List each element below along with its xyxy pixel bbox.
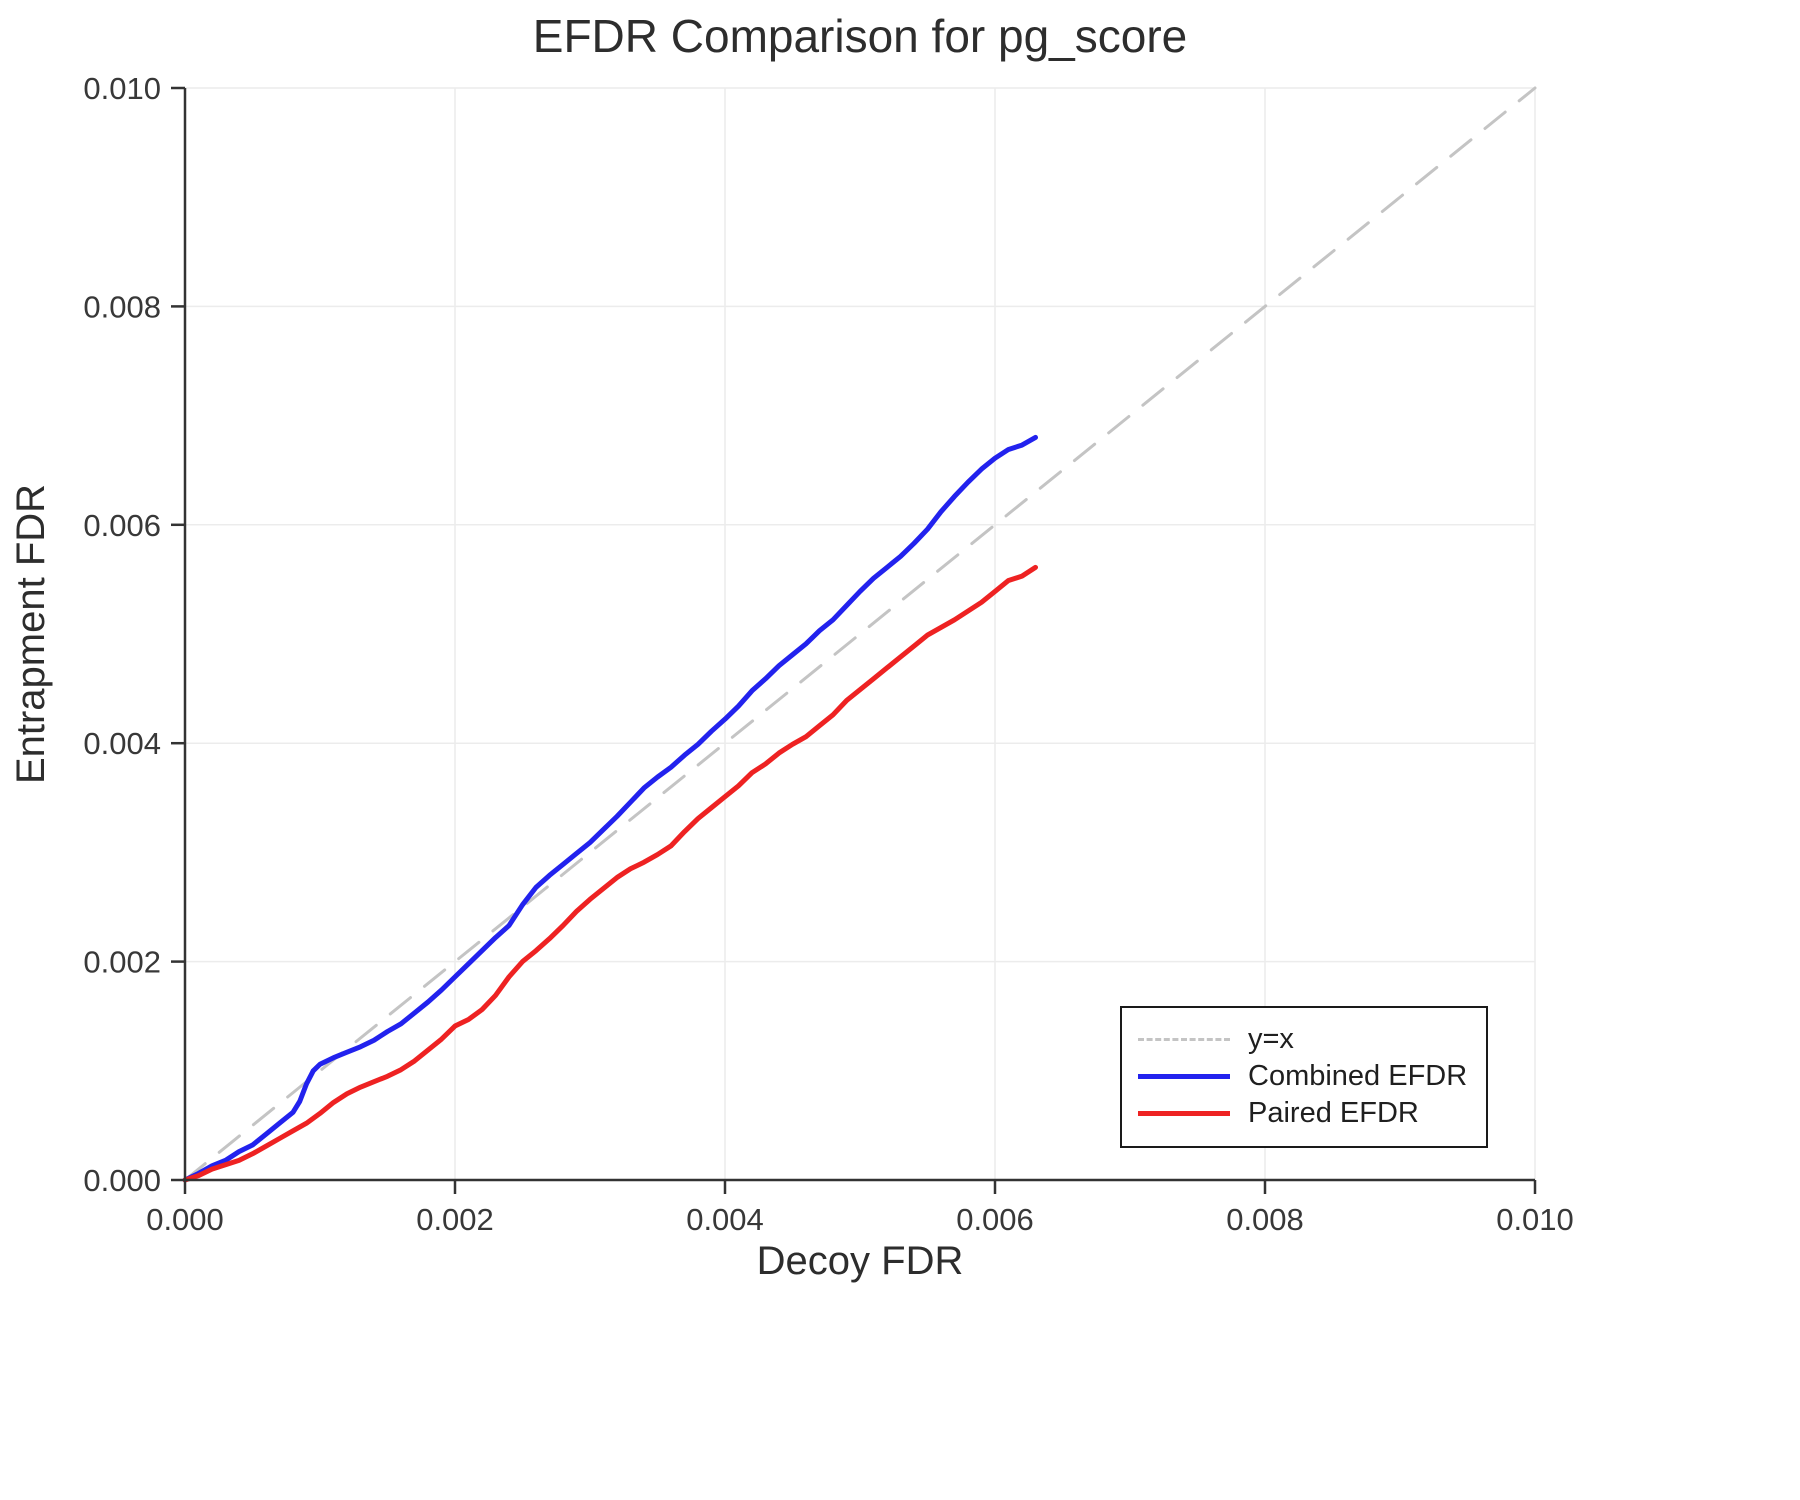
y-tick-label: 0.008 <box>83 289 161 324</box>
y-tick-label: 0.006 <box>83 508 161 543</box>
legend-item-yx: y=x <box>1138 1022 1468 1056</box>
legend-label-combined-efdr: Combined EFDR <box>1248 1059 1468 1092</box>
legend-item-paired-efdr: Paired EFDR <box>1138 1096 1468 1130</box>
x-tick-label: 0.008 <box>1226 1202 1304 1237</box>
y-tick-label: 0.000 <box>83 1163 161 1198</box>
x-tick-label: 0.002 <box>416 1202 494 1237</box>
yx-dashed-line-sample <box>1138 1037 1230 1041</box>
legend: y=x Combined EFDR Paired EFDR <box>1120 1006 1488 1148</box>
series-line-2 <box>182 564 1038 1183</box>
data-series <box>182 86 1537 1183</box>
chart-title: EFDR Comparison for pg_score <box>533 10 1187 62</box>
series-line-0 <box>183 86 1537 1182</box>
legend-label-yx: y=x <box>1248 1022 1294 1055</box>
x-axis-label: Decoy FDR <box>757 1239 964 1283</box>
y-tick-label: 0.002 <box>83 945 161 980</box>
axes: 0.000 0.002 0.004 0.006 0.008 0.010 0.000 0.002… <box>83 71 1573 1237</box>
legend-label-paired-efdr: Paired EFDR <box>1248 1096 1419 1129</box>
x-tick-label: 0.004 <box>686 1202 764 1237</box>
x-tick-label: 0.000 <box>146 1202 224 1237</box>
legend-item-combined-efdr: Combined EFDR <box>1138 1059 1468 1093</box>
x-tick-label: 0.006 <box>956 1202 1034 1237</box>
y-tick-label: 0.010 <box>83 71 161 106</box>
x-tick-label: 0.010 <box>1496 1202 1574 1237</box>
y-tick-label: 0.004 <box>83 726 161 761</box>
combined-efdr-line-sample <box>1138 1073 1230 1079</box>
paired-efdr-line-sample <box>1138 1110 1230 1116</box>
series-line-1 <box>182 434 1038 1183</box>
gridlines <box>185 87 1536 1180</box>
y-axis-label: Entrapment FDR <box>9 484 53 784</box>
